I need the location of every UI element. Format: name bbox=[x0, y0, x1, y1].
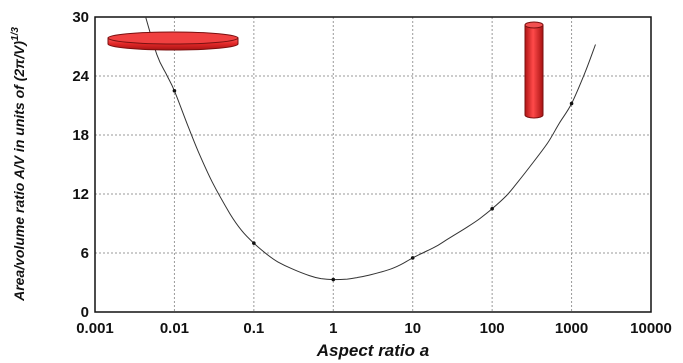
curve-layer bbox=[145, 17, 596, 281]
x-tick-label: 0.001 bbox=[76, 320, 114, 337]
x-tick-label: 100 bbox=[480, 320, 505, 337]
data-markers bbox=[172, 88, 574, 282]
data-point bbox=[252, 241, 256, 245]
disk-illustration bbox=[107, 31, 239, 51]
data-point bbox=[569, 101, 574, 106]
y-axis-title-superscript: 1/3 bbox=[10, 27, 21, 41]
data-point bbox=[172, 88, 177, 93]
y-tick-label: 12 bbox=[72, 186, 89, 203]
rod-body bbox=[524, 24, 544, 119]
y-tick-label: 0 bbox=[81, 304, 89, 321]
disk-top bbox=[107, 31, 239, 45]
plot-frame bbox=[94, 16, 652, 313]
y-axis-title-main: Area/volume ratio A/V in units of (2π/V) bbox=[11, 41, 27, 302]
x-tick-label: 1 bbox=[329, 320, 337, 337]
y-axis-title: Area/volume ratio A/V in units of (2π/V)… bbox=[10, 27, 27, 302]
y-tick-label: 18 bbox=[72, 127, 89, 144]
y-tick-label: 30 bbox=[72, 9, 89, 26]
x-tick-label: 10 bbox=[404, 320, 421, 337]
rod-top bbox=[524, 21, 544, 29]
y-tick-labels: 0 6 12 18 24 30 bbox=[72, 9, 89, 321]
gridlines bbox=[95, 17, 651, 312]
rod-illustration bbox=[524, 21, 544, 119]
data-point bbox=[410, 256, 415, 260]
y-tick-label: 24 bbox=[72, 68, 89, 85]
data-point bbox=[331, 277, 336, 282]
x-axis-title: Aspect ratio a bbox=[316, 341, 429, 360]
x-tick-label: 0.01 bbox=[160, 320, 189, 337]
y-tick-label: 6 bbox=[81, 245, 89, 262]
x-tick-label: 1000 bbox=[555, 320, 588, 337]
area-volume-curve bbox=[145, 17, 596, 281]
data-point bbox=[490, 206, 494, 211]
x-tick-labels: 0.001 0.01 0.1 1 10 100 1000 10000 bbox=[76, 320, 672, 337]
x-tick-label: 10000 bbox=[630, 320, 672, 337]
x-tick-label: 0.1 bbox=[243, 320, 264, 337]
